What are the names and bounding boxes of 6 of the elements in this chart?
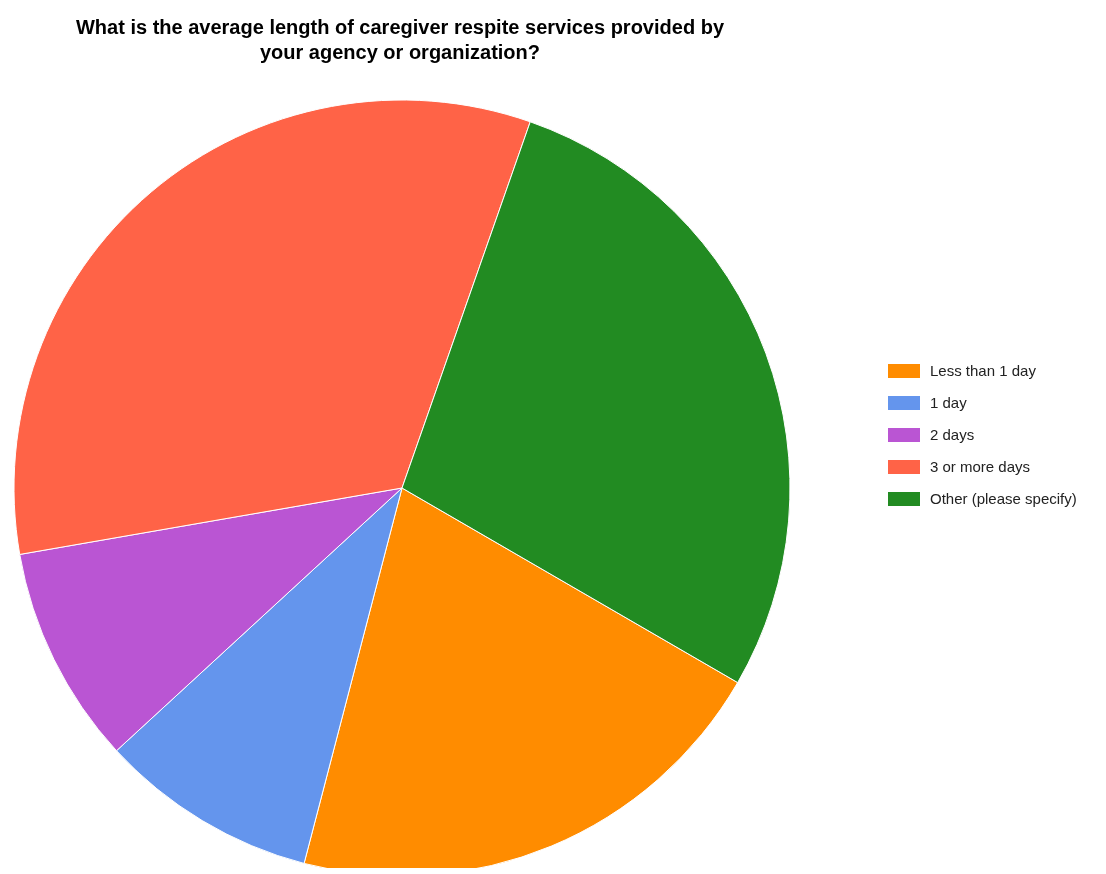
legend-label: Other (please specify)	[930, 490, 1077, 507]
legend-label: 2 days	[930, 426, 975, 443]
legend-label: Less than 1 day	[930, 362, 1037, 379]
legend-label: 3 or more days	[930, 458, 1031, 475]
chart-title: What is the average length of caregiver respite services provided by your agency or organization?	[75, 16, 725, 63]
legend-label: 1 day	[930, 394, 968, 411]
